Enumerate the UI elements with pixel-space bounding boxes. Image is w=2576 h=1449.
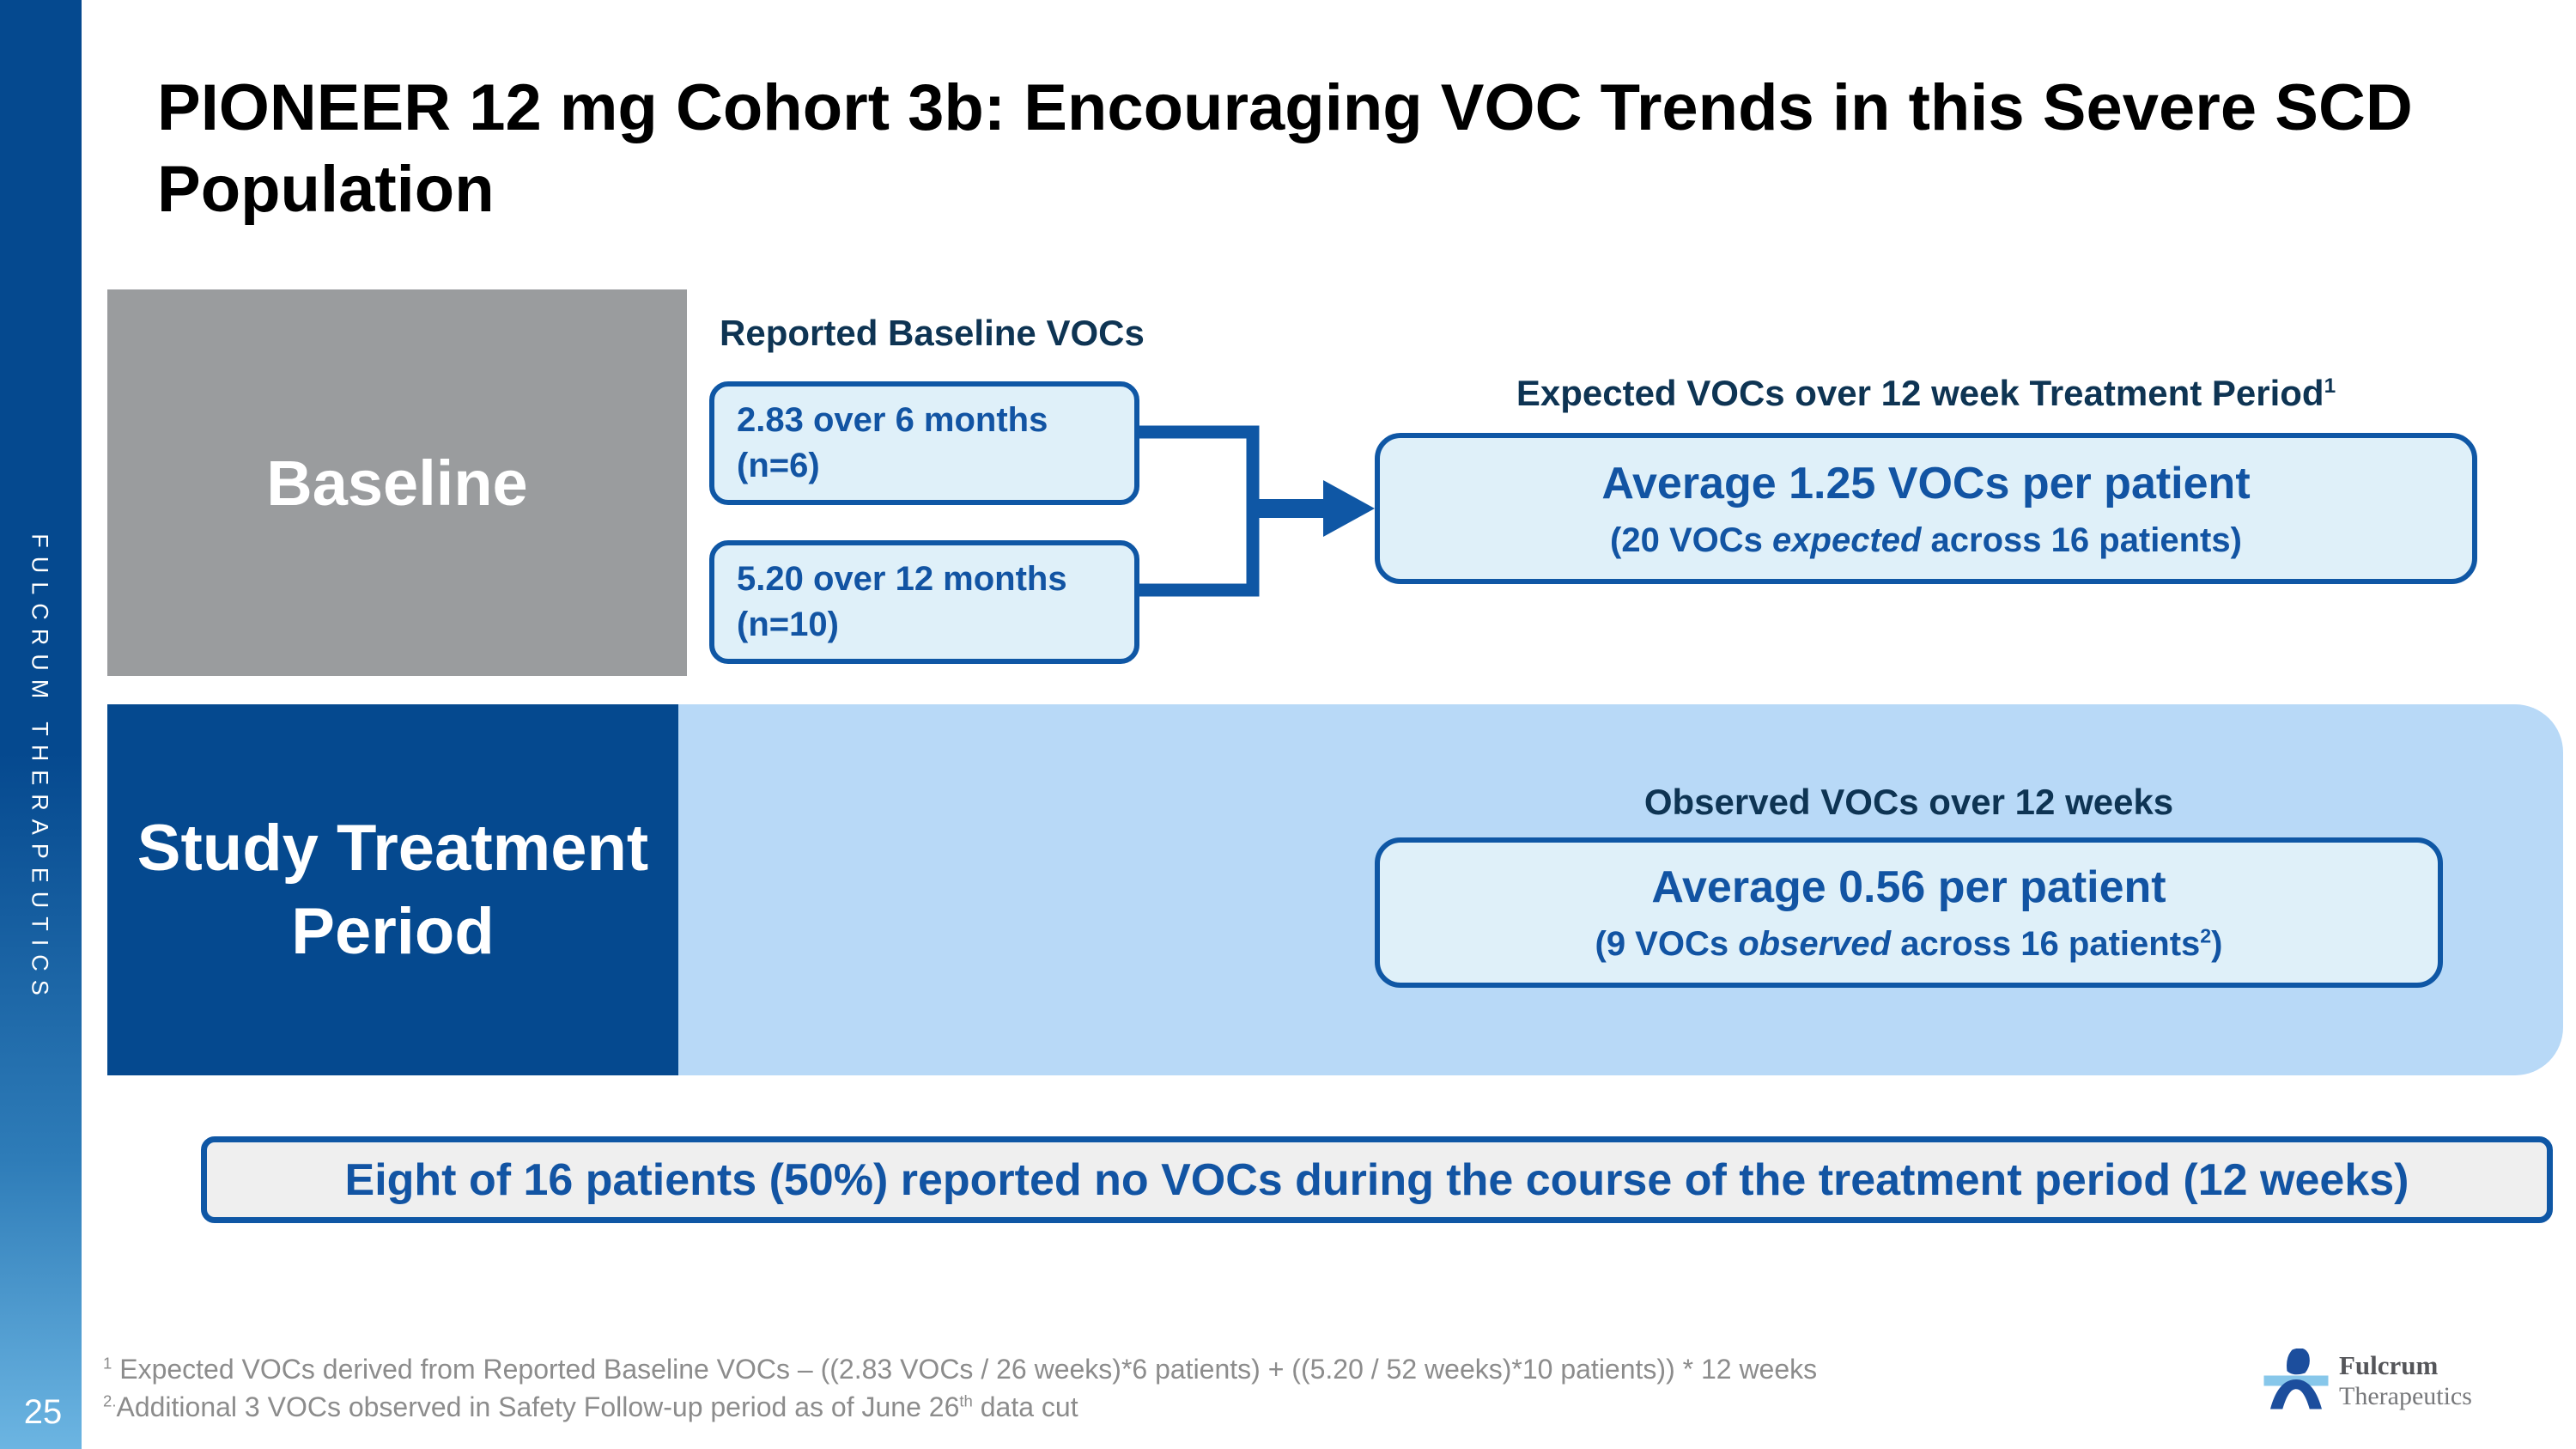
observed-sub-suffix: across 16 patients [1891, 925, 2201, 963]
observed-sub-italic: observed [1738, 925, 1892, 963]
slide-title-line1: PIONEER 12 mg Cohort 3b: Encouraging VOC… [157, 71, 2413, 144]
footnote-2-superscript-th: th [959, 1391, 973, 1410]
baseline-voc-box-1-line1: 2.83 over 6 months [737, 401, 1048, 440]
expected-voc-sub: (20 VOCs expected across 16 patients) [1610, 521, 2242, 560]
reported-baseline-header: Reported Baseline VOCs [720, 313, 1145, 353]
expected-header-superscript: 1 [2324, 374, 2336, 398]
baseline-voc-box-2: 5.20 over 12 months (n=10) [709, 540, 1139, 664]
expected-sub-suffix: across 16 patients) [1921, 521, 2242, 559]
page-number: 25 [23, 1393, 63, 1431]
fulcrum-logo-icon [2263, 1349, 2329, 1409]
baseline-voc-box-1: 2.83 over 6 months (n=6) [709, 381, 1139, 505]
treatment-label-line1: Study Treatment [137, 811, 649, 885]
connector-arrow [1139, 425, 1375, 597]
footnote-1-superscript: 1 [103, 1354, 112, 1373]
expected-vocs-header-text: Expected VOCs over 12 week Treatment Per… [1516, 373, 2324, 413]
observed-vocs-header: Observed VOCs over 12 weeks [1643, 782, 2174, 822]
treatment-label-line2: Period [291, 895, 495, 968]
summary-banner-text: Eight of 16 patients (50%) reported no V… [344, 1154, 2409, 1205]
footnote-2: 2.Additional 3 VOCs observed in Safety F… [103, 1388, 1817, 1426]
footnotes: 1 Expected VOCs derived from Reported Ba… [103, 1350, 1817, 1426]
observed-sub-superscript: 2 [2200, 924, 2212, 947]
baseline-label: Baseline [266, 447, 528, 519]
observed-sub-close: ) [2211, 925, 2223, 963]
expected-voc-box: Average 1.25 VOCs per patient (20 VOCs e… [1375, 433, 2477, 584]
footnote-2-superscript: 2. [103, 1391, 117, 1410]
sidebar [0, 0, 82, 1449]
slide-title-line2: Population [157, 153, 495, 226]
observed-voc-sub: (9 VOCs observed across 16 patients2) [1595, 925, 2223, 964]
footnote-2-text-b: data cut [972, 1391, 1078, 1422]
expected-vocs-header: Expected VOCs over 12 week Treatment Per… [1375, 373, 2477, 414]
observed-voc-main: Average 0.56 per patient [1651, 862, 2166, 912]
footnote-1-text: Expected VOCs derived from Reported Base… [112, 1354, 1818, 1385]
footnote-1: 1 Expected VOCs derived from Reported Ba… [103, 1350, 1817, 1388]
treatment-period-label: Study Treatment Period [137, 807, 648, 974]
fulcrum-logo-name: Fulcrum [2339, 1350, 2439, 1380]
observed-voc-box: Average 0.56 per patient (9 VOCs observe… [1375, 837, 2443, 988]
fulcrum-logo-suffix: Therapeutics [2339, 1382, 2472, 1410]
summary-banner: Eight of 16 patients (50%) reported no V… [201, 1136, 2553, 1223]
expected-voc-main: Average 1.25 VOCs per patient [1601, 458, 2251, 508]
sidebar-brand-text: FULCRUM THERAPEUTICS [27, 533, 53, 1004]
baseline-voc-box-2-line1: 5.20 over 12 months [737, 560, 1067, 599]
observed-sub-prefix: (9 VOCs [1595, 925, 1739, 963]
baseline-voc-box-1-line2: (n=6) [737, 447, 820, 484]
baseline-voc-box-2-line2: (n=10) [737, 606, 839, 643]
footnote-2-text-a: Additional 3 VOCs observed in Safety Fol… [116, 1391, 960, 1422]
slide-title: PIONEER 12 mg Cohort 3b: Encouraging VOC… [157, 67, 2527, 230]
treatment-period-box: Study Treatment Period [107, 704, 678, 1075]
expected-sub-prefix: (20 VOCs [1610, 521, 1773, 559]
baseline-box: Baseline [107, 289, 687, 676]
expected-sub-italic: expected [1772, 521, 1922, 559]
